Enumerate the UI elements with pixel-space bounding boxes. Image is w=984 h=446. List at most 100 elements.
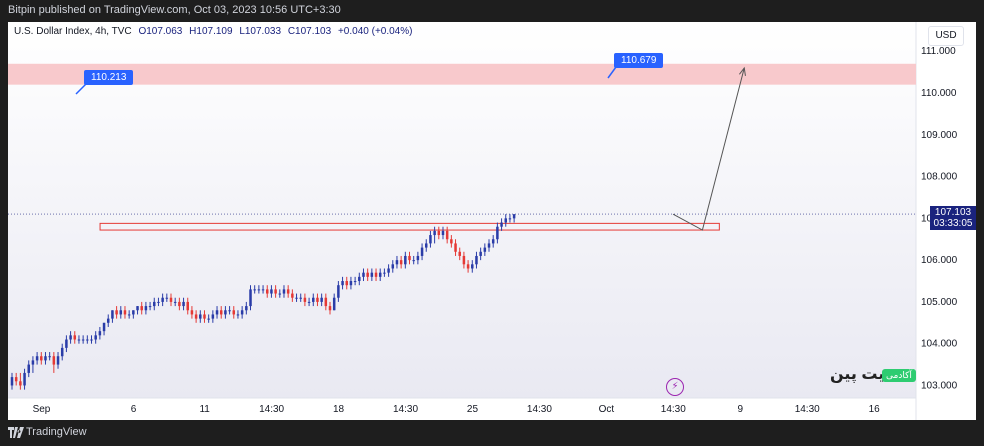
candle-body-82 <box>353 281 357 283</box>
candle-body-45 <box>199 314 202 319</box>
candle-body-2 <box>19 381 22 386</box>
candle-body-85 <box>366 272 369 277</box>
candle-body-97 <box>416 255 420 261</box>
candle-body-49 <box>215 310 219 315</box>
chart-panel[interactable]: 103.000104.000105.000106.000107.000108.0… <box>8 22 976 420</box>
published-text: Bitpin published on TradingView.com, Oct… <box>8 4 341 16</box>
watermark-sub: آکادمی <box>882 369 916 382</box>
y-tick-label-7: 110.000 <box>921 88 957 99</box>
candle-body-42 <box>186 301 189 311</box>
candle-body-88 <box>378 272 382 277</box>
candle-body-17 <box>81 339 85 341</box>
candle-body-24 <box>111 310 114 319</box>
candle-body-37 <box>165 297 169 299</box>
candle-body-112 <box>479 251 482 256</box>
candle-body-13 <box>65 339 68 348</box>
y-tick-label-6: 109.000 <box>921 130 958 141</box>
candle-body-105 <box>450 239 453 244</box>
candle-body-11 <box>56 356 60 365</box>
candle-body-69 <box>299 297 302 299</box>
x-tick-label-4: 18 <box>333 404 345 415</box>
candle-body-27 <box>123 310 127 315</box>
candle-body-25 <box>115 310 118 315</box>
watermark-name: بیت پین <box>830 366 891 383</box>
callout-left[interactable]: 110.213 <box>84 70 134 85</box>
change-value: +0.040 (+0.04%) <box>337 26 413 37</box>
candle-body-41 <box>182 301 185 307</box>
candle-body-106 <box>454 243 457 252</box>
candle-body-65 <box>282 289 286 294</box>
candle-body-87 <box>374 272 378 277</box>
candle-body-110 <box>471 264 474 269</box>
candle-body-1 <box>14 377 18 382</box>
candle-body-104 <box>445 230 449 240</box>
candle-body-98 <box>420 247 424 256</box>
candle-body-44 <box>194 314 198 319</box>
y-tick-label-3: 106.000 <box>921 255 958 266</box>
candle-body-12 <box>60 347 64 357</box>
candle-body-99 <box>424 243 428 248</box>
tradingview-brand: TradingView <box>26 426 87 438</box>
candle-body-119 <box>508 218 512 220</box>
candle-body-94 <box>404 255 407 265</box>
symbol-title: U.S. Dollar Index, 4h, TVC <box>14 26 132 37</box>
candle-body-3 <box>23 372 26 386</box>
chart-canvas[interactable]: 103.000104.000105.000106.000107.000108.0… <box>8 22 976 420</box>
current-price-tag: 107.103 03:33:05 <box>930 206 976 230</box>
projection-path <box>672 67 745 231</box>
flash-icon[interactable]: ⚡ <box>666 378 684 396</box>
candle-body-30 <box>136 306 139 311</box>
x-tick-label-9: 14:30 <box>661 404 686 415</box>
candle-body-86 <box>370 272 374 277</box>
candle-body-7 <box>40 356 43 361</box>
x-tick-label-10: 9 <box>737 404 743 415</box>
symbol-legend: U.S. Dollar Index, 4h, TVC O107.063 H107… <box>14 26 412 37</box>
currency-button[interactable]: USD <box>928 26 964 46</box>
candle-body-35 <box>157 301 160 303</box>
candle-body-95 <box>408 255 411 261</box>
x-tick-label-7: 14:30 <box>527 404 552 415</box>
candle-body-66 <box>286 289 290 294</box>
candle-body-28 <box>127 314 131 316</box>
candle-body-10 <box>52 356 56 365</box>
candle-body-29 <box>132 310 135 315</box>
candle-body-80 <box>345 281 349 286</box>
candle-body-93 <box>399 260 403 265</box>
candle-body-118 <box>504 218 508 223</box>
x-tick-label-1: 6 <box>131 404 137 415</box>
candle-body-61 <box>265 289 269 294</box>
x-tick-label-2: 11 <box>199 404 210 415</box>
candle-body-47 <box>207 318 210 320</box>
candle-body-48 <box>211 314 215 319</box>
candle-body-117 <box>500 222 503 227</box>
candle-body-63 <box>274 289 277 294</box>
candle-body-39 <box>173 301 177 303</box>
candle-body-56 <box>245 306 248 311</box>
candle-body-68 <box>295 297 298 299</box>
y-tick-label-2: 105.000 <box>921 297 958 308</box>
candle-body-20 <box>94 335 97 340</box>
candle-body-8 <box>44 356 47 361</box>
candle-body-51 <box>224 310 227 315</box>
candle-body-77 <box>332 297 336 311</box>
candle-body-116 <box>496 226 499 240</box>
callout-right[interactable]: 110.679 <box>614 53 664 68</box>
candle-body-62 <box>270 289 273 294</box>
candle-body-18 <box>86 339 89 341</box>
candle-body-103 <box>441 230 445 236</box>
candle-body-34 <box>153 301 156 307</box>
candle-body-70 <box>303 297 307 302</box>
candle-body-9 <box>48 356 51 358</box>
candle-body-40 <box>178 301 181 307</box>
top-bar: Bitpin published on TradingView.com, Oct… <box>0 0 984 22</box>
callout-left-pointer <box>75 83 87 95</box>
candle-body-75 <box>324 297 328 307</box>
candle-body-78 <box>337 285 340 298</box>
low-value: L107.033 <box>239 26 282 37</box>
x-tick-label-8: Oct <box>599 404 615 415</box>
candle-body-54 <box>236 314 240 316</box>
candle-body-60 <box>261 289 265 291</box>
candle-body-89 <box>383 272 386 274</box>
candle-body-33 <box>148 306 152 308</box>
candle-body-53 <box>232 310 236 315</box>
